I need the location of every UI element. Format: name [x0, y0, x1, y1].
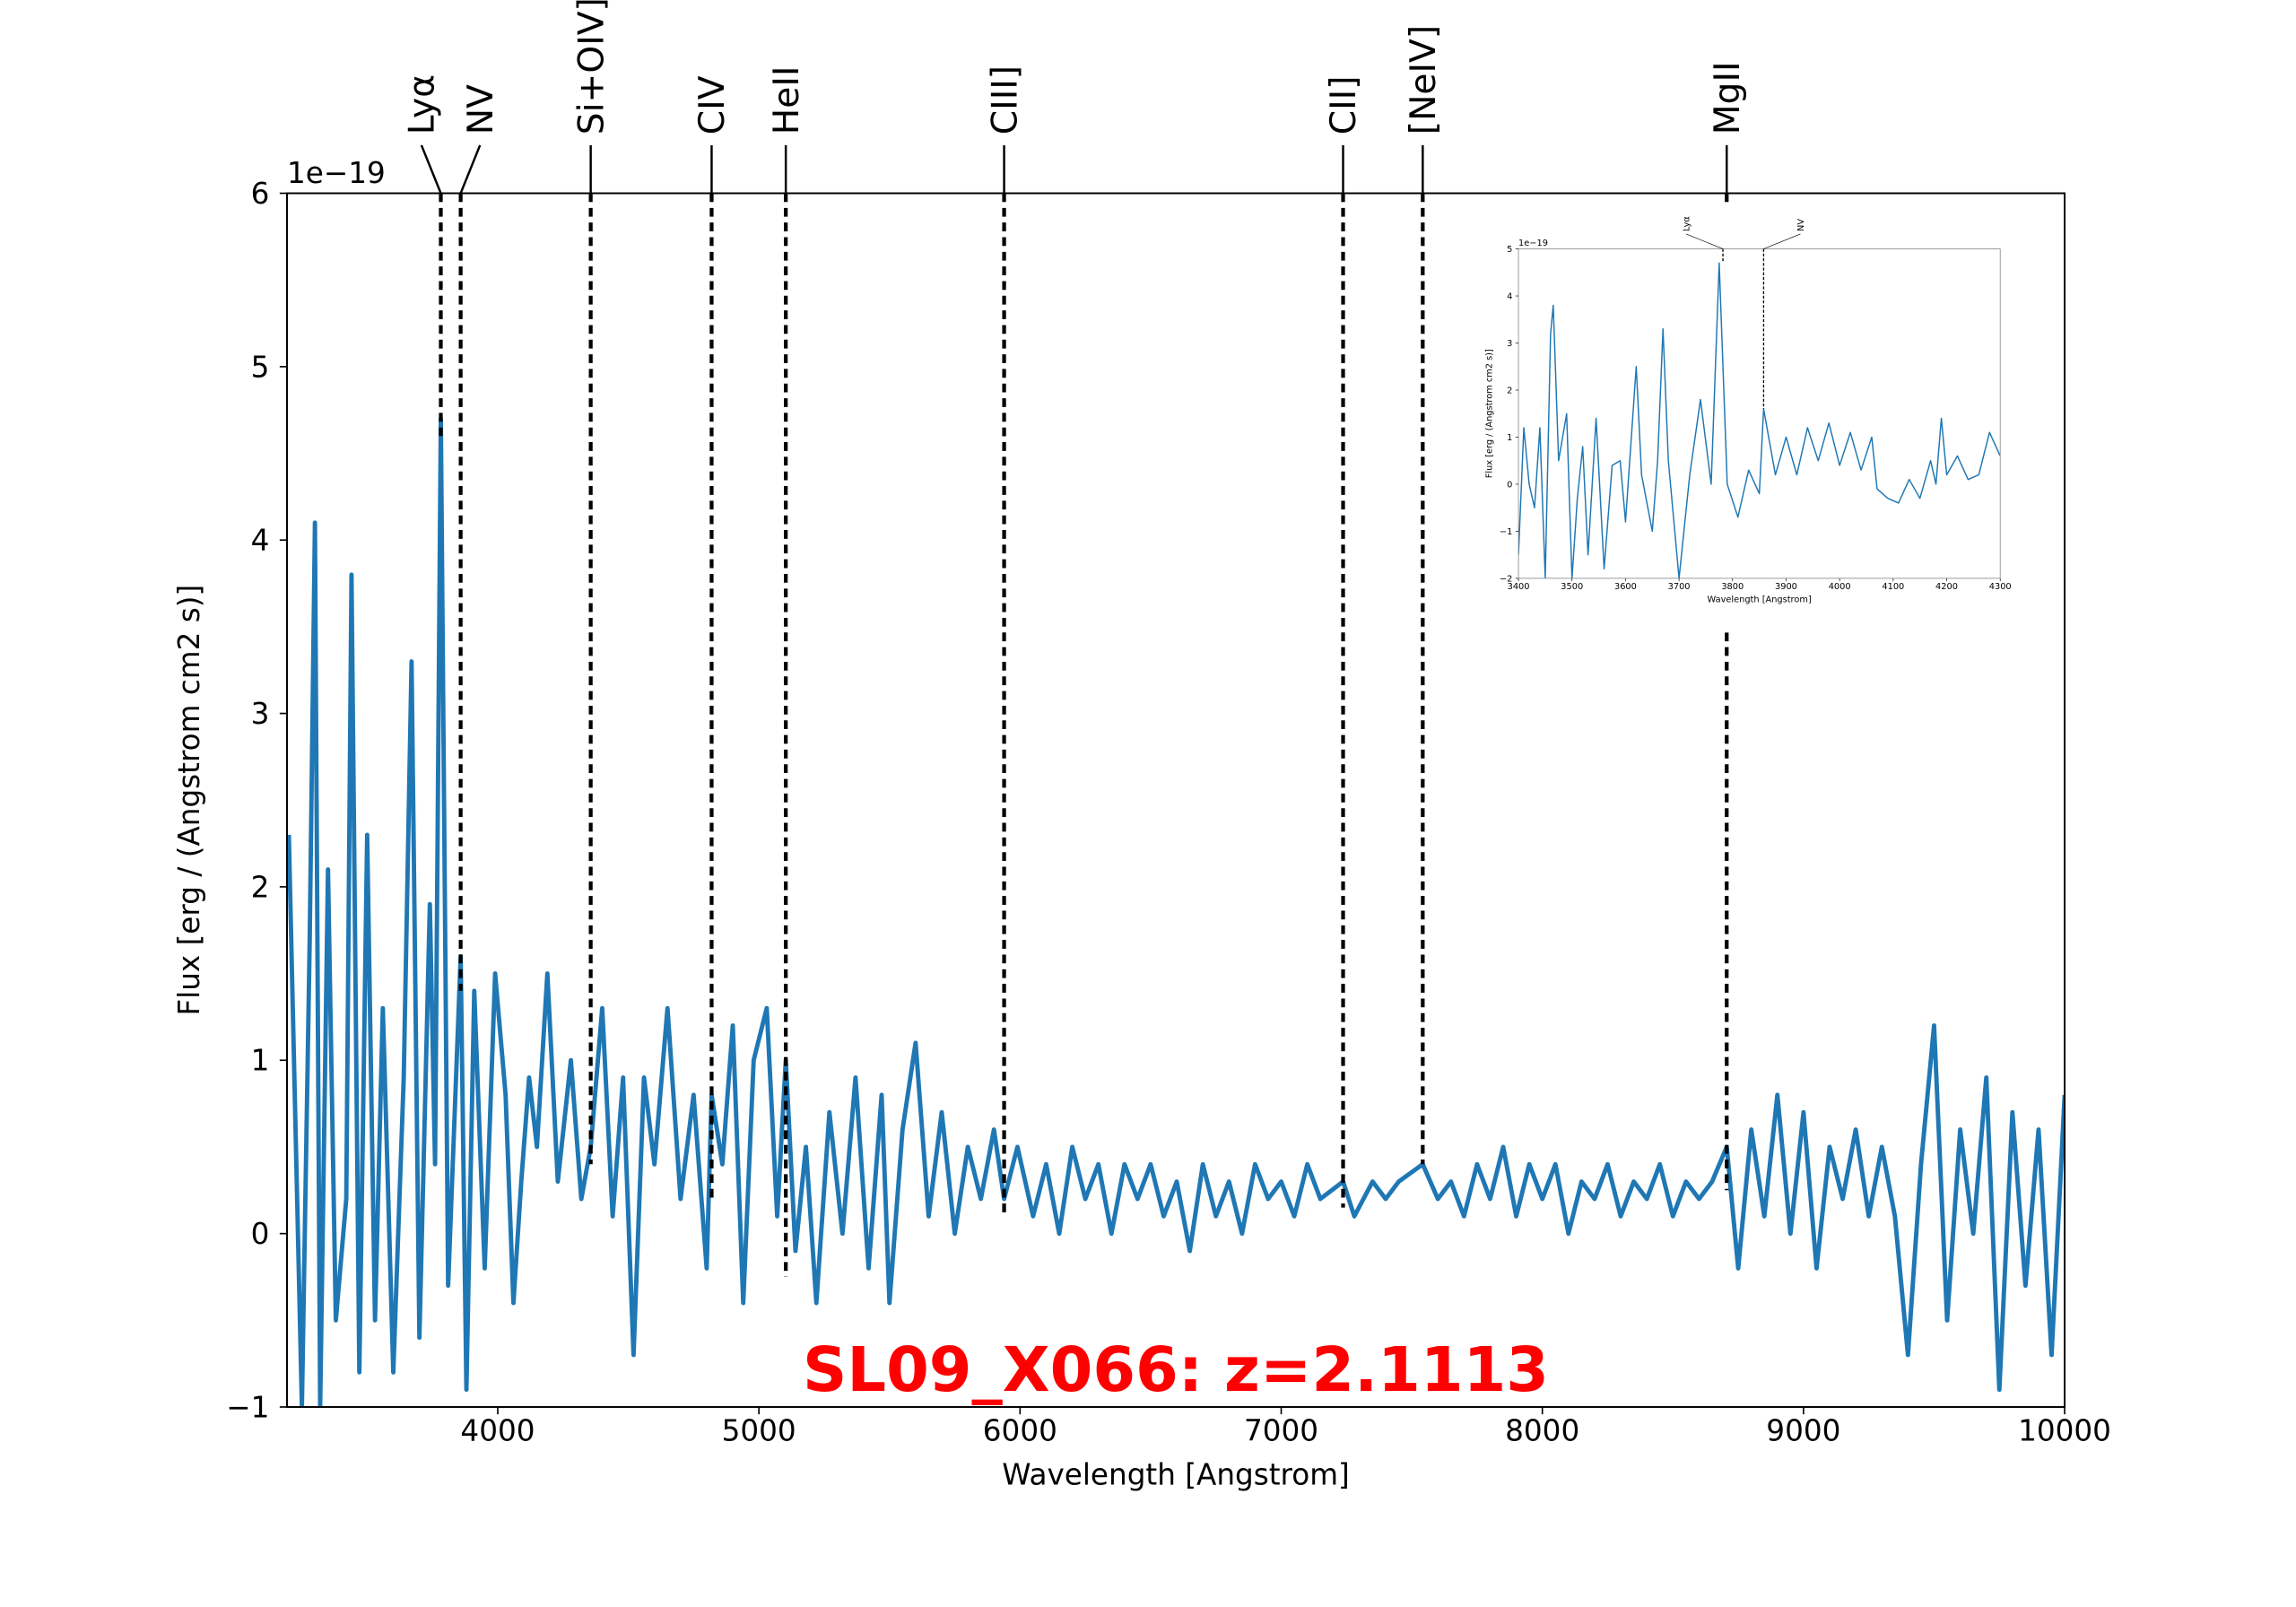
line-label: CII] — [1324, 75, 1364, 135]
inset-background — [1471, 204, 2029, 633]
line-label: MgII — [1708, 61, 1748, 135]
x-tick-label: 3400 — [1508, 582, 1530, 592]
x-tick-label: 4100 — [1882, 582, 1904, 592]
y-tick-label: 2 — [1507, 386, 1512, 395]
line-leader — [1685, 233, 1724, 249]
x-tick-label: 3500 — [1561, 582, 1583, 592]
y-tick-label: 3 — [251, 697, 270, 731]
x-axis-label: Wavelength [Angstrom] — [1002, 1458, 1349, 1492]
inset-chart: 3400 3500 3600 3700 3800 3900 4000 4100 4200 4300… — [1471, 204, 2029, 633]
x-tick-label: 4300 — [1989, 582, 2012, 592]
y-axis-label: Flux [erg / (Angstrom cm2 s)] — [1485, 349, 1495, 478]
x-tick-label: 5000 — [722, 1414, 796, 1448]
y-offset-label: 1e−19 — [1518, 239, 1548, 248]
y-tick-label: 3 — [1507, 339, 1512, 349]
y-tick-label: 5 — [1507, 245, 1512, 255]
x-tick-label: 6000 — [983, 1414, 1057, 1448]
y-tick-label: −1 — [1500, 527, 1512, 537]
y-tick-label: −1 — [226, 1390, 269, 1424]
x-tick-label: 3900 — [1775, 582, 1797, 592]
x-tick-label: 3800 — [1721, 582, 1744, 592]
y-tick-label: 0 — [251, 1217, 270, 1251]
y-offset-label: 1e−19 — [287, 156, 386, 190]
y-tick-label: 0 — [1507, 480, 1512, 490]
x-tick-label: 4000 — [1829, 582, 1851, 592]
main-chart: 4000 5000 6000 7000 8000 9000 10000 −1 0 1 2 3 4 5 6 1e… — [172, 0, 2111, 1492]
x-tick-label: 3600 — [1614, 582, 1637, 592]
line-label: CIII] — [985, 65, 1025, 135]
y-axis-label: Flux [erg / (Angstrom cm2 s)] — [172, 585, 206, 1016]
chart-title: SL09_X066: z=2.1113 — [803, 1334, 1549, 1406]
x-tick-label: 8000 — [1505, 1414, 1579, 1448]
x-tick-label: 9000 — [1766, 1414, 1840, 1448]
x-tick-label: 7000 — [1244, 1414, 1318, 1448]
x-axis-label: Wavelength [Angstrom] — [1708, 595, 1812, 605]
line-leader — [420, 144, 442, 194]
x-tick-label: 10000 — [2018, 1414, 2111, 1448]
y-tick-label: 5 — [251, 350, 270, 384]
line-label: Lyα — [1682, 216, 1692, 231]
line-leader — [459, 144, 482, 194]
line-label: CIV — [692, 75, 733, 135]
line-label: HeII — [767, 66, 807, 135]
line-label: NV — [461, 84, 501, 135]
x-tick-label: 3700 — [1668, 582, 1691, 592]
y-tick-label: 1 — [1507, 433, 1512, 443]
y-tick-label: −2 — [1500, 574, 1512, 584]
y-tick-label: 6 — [251, 177, 270, 211]
line-label: Si+OIV] — [571, 0, 612, 135]
y-tick-label: 4 — [251, 524, 270, 558]
line-leader — [1763, 233, 1801, 249]
x-tick-label: 4200 — [1935, 582, 1958, 592]
y-tick-label: 4 — [1507, 291, 1512, 301]
x-tick-label: 4000 — [460, 1414, 535, 1448]
line-label: NV — [1796, 219, 1806, 231]
line-label: [NeIV] — [1404, 25, 1444, 135]
axes-frame — [286, 192, 2066, 1408]
axes-frame — [1518, 248, 2001, 579]
y-tick-label: 1 — [251, 1044, 270, 1078]
y-tick-label: 2 — [251, 870, 270, 904]
line-label: Lyα — [403, 74, 443, 135]
spectrum-line — [287, 416, 2066, 1407]
spectrum-line — [1518, 262, 2001, 578]
